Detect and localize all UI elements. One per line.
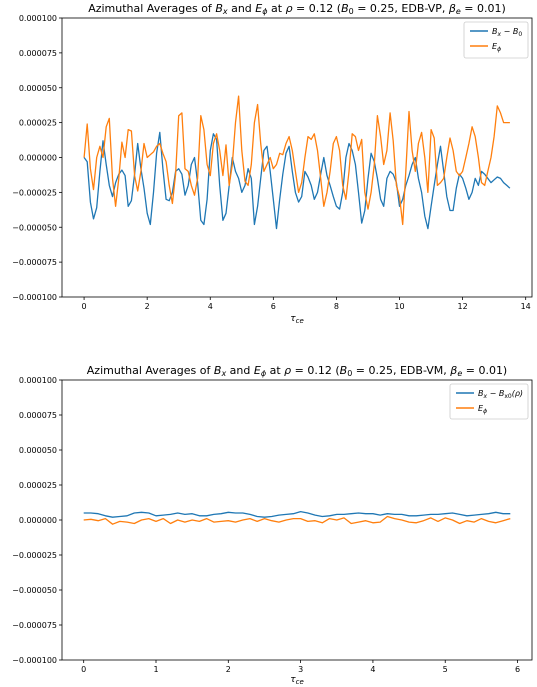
chart-bottom-axes-frame [61,379,533,661]
chart-top-series-line-2 [83,95,510,226]
chart-bottom-series-line-1 [83,510,511,518]
chart-top-x-tick-label: 8 [334,302,339,311]
chart-top-y-ticks: −0.000100 −0.000075 −0.000050 −0.000025 0.00… [12,14,62,302]
chart-top-y-tick-label: 0.000100 [19,14,57,23]
chart-top-x-tick-label: 12 [458,302,468,311]
chart-top: Azimuthal Averages of Bx and Eϕ at ρ = 0… [12,2,533,325]
chart-top-x-tick-label: 6 [271,302,276,311]
chart-top-series [83,95,511,230]
chart-top-y-tick-label: −0.000050 [12,223,57,232]
chart-bottom-y-ticks: −0.000100 −0.000075 −0.000050 −0.000025 0.00… [12,376,62,665]
chart-bottom-y-tick-label: −0.000075 [12,621,57,630]
chart-bottom-y-tick-label: 0.000025 [19,481,57,490]
chart-top-x-tick-label: 10 [394,302,404,311]
chart-top-x-ticks: 0 2 4 6 8 10 12 14 [82,297,531,311]
chart-bottom-y-tick-label: 0.000050 [19,446,57,455]
chart-bottom-x-tick-label: 1 [153,665,158,674]
chart-bottom-x-tick-label: 2 [226,665,231,674]
chart-bottom-y-tick-label: 0.000100 [19,376,57,385]
chart-bottom-title: Azimuthal Averages of Bx and Eϕ at ρ = 0… [87,364,507,378]
chart-bottom-y-tick-label: 0.000000 [19,516,57,525]
chart-bottom-y-tick-label: −0.000025 [12,551,57,560]
chart-top-x-tick-label: 4 [208,302,213,311]
chart-top-title: Azimuthal Averages of Bx and Eϕ at ρ = 0… [88,2,506,16]
chart-bottom-y-tick-label: −0.000050 [12,586,57,595]
chart-bottom-y-tick-label: 0.000075 [19,411,57,420]
chart-top-y-tick-label: −0.000100 [12,293,57,302]
chart-top-y-tick-label: 0.000025 [19,119,57,128]
chart-bottom-legend-label-1: Bx − Bx0(ρ) [478,389,523,400]
chart-top-y-tick-label: 0.000075 [19,49,57,58]
chart-bottom-x-label: τce [290,675,304,686]
chart-top-y-tick-label: 0.000000 [19,154,57,163]
chart-top-x-tick-label: 14 [521,302,531,311]
chart-top-y-tick-label: 0.000050 [19,84,57,93]
chart-top-x-tick-label: 0 [82,302,87,311]
chart-top-y-tick-label: −0.000075 [12,258,57,267]
chart-top-x-tick-label: 2 [145,302,150,311]
chart-top-legend-label-2: Eϕ [492,42,501,53]
chart-top-y-tick-label: −0.000025 [12,188,57,197]
chart-bottom-x-tick-label: 4 [370,665,375,674]
chart-bottom: Azimuthal Averages of Bx and Eϕ at ρ = 0… [12,364,533,686]
chart-bottom-x-ticks: 0 1 2 3 4 5 6 [81,660,520,674]
chart-bottom-x-tick-label: 5 [443,665,448,674]
chart-bottom-x-tick-label: 3 [298,665,303,674]
chart-top-series-line-1 [83,131,511,230]
chart-bottom-x-tick-label: 6 [515,665,520,674]
chart-top-legend: Bx − B0 Eϕ [463,21,529,59]
chart-bottom-legend: Bx − Bx0(ρ) Eϕ [449,383,529,420]
chart-bottom-y-tick-label: −0.000100 [12,656,57,665]
chart-bottom-x-tick-label: 0 [81,665,86,674]
chart-top-x-label: τce [290,314,304,325]
chart-bottom-series-line-2 [83,515,511,525]
chart-bottom-legend-label-2: Eϕ [478,404,487,415]
chart-bottom-series [83,510,511,525]
chart-top-legend-label-1: Bx − B0 [492,27,522,38]
chart-top-axes-frame [61,17,533,298]
